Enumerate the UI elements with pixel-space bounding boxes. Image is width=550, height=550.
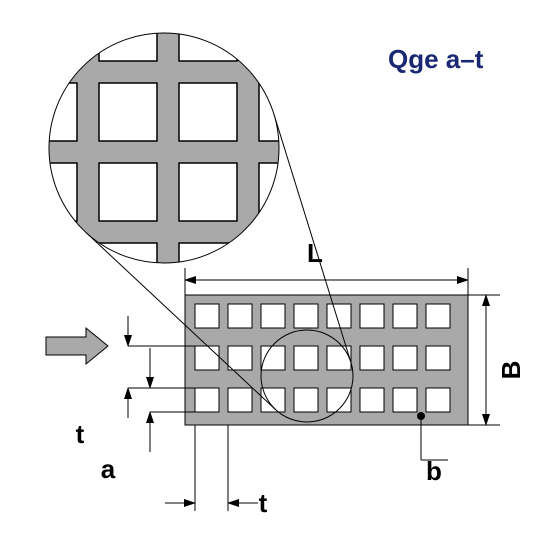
dimension-B: B <box>468 295 526 425</box>
dimension-t-horizontal: t <box>165 425 268 518</box>
svg-text:L: L <box>307 238 323 268</box>
magnified-view <box>19 3 317 301</box>
svg-text:b: b <box>426 456 442 486</box>
svg-text:t: t <box>76 419 85 449</box>
perforated-plate <box>185 295 468 425</box>
dimension-a: a <box>101 348 195 484</box>
dimension-L: L <box>185 238 468 295</box>
svg-text:t: t <box>259 488 268 518</box>
diagram-canvas: Qge a–t b L B a t t <box>0 0 550 550</box>
svg-text:B: B <box>496 361 526 380</box>
flow-arrow <box>46 328 108 364</box>
formula-title: Qge a–t <box>388 44 484 74</box>
svg-text:a: a <box>101 454 116 484</box>
